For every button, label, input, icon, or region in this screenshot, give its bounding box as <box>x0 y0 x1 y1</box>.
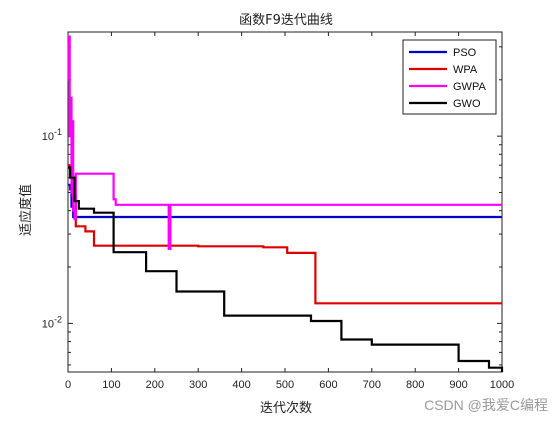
x-axis-label: 迭代次数 <box>260 400 312 416</box>
y-axis-label: 适应度值 <box>18 184 34 236</box>
x-tick-label: 800 <box>406 379 424 391</box>
x-tick-label: 100 <box>102 379 120 391</box>
series-lines <box>67 35 504 372</box>
x-tick-label: 200 <box>146 379 164 391</box>
legend: PSO WPA GWPA GWO <box>402 39 497 115</box>
chart-title: 函数F9迭代曲线 <box>239 13 333 28</box>
y-tick-label: 10-2 <box>42 314 62 330</box>
legend-label-wpa: WPA <box>453 64 478 76</box>
y-tick-label: 10-1 <box>42 127 62 143</box>
x-axis-ticks: 0 100 200 300 400 500 600 700 800 900 1000 <box>65 32 514 391</box>
legend-label-gwo: GWO <box>453 98 481 110</box>
series-line-gwpa <box>67 35 502 250</box>
series-line-pso <box>68 183 502 219</box>
x-tick-label: 0 <box>65 379 71 391</box>
watermark: CSDN @我爱C编程 <box>424 397 548 413</box>
x-tick-label: 300 <box>189 379 207 391</box>
x-tick-label: 1000 <box>490 379 514 391</box>
series-line-gwo <box>68 166 504 372</box>
x-tick-label: 700 <box>363 379 381 391</box>
legend-label-pso: PSO <box>453 47 477 59</box>
legend-label-gwpa: GWPA <box>453 81 486 93</box>
x-tick-label: 400 <box>232 379 250 391</box>
x-tick-label: 600 <box>319 379 337 391</box>
x-tick-label: 900 <box>449 379 467 391</box>
x-tick-label: 500 <box>276 379 294 391</box>
